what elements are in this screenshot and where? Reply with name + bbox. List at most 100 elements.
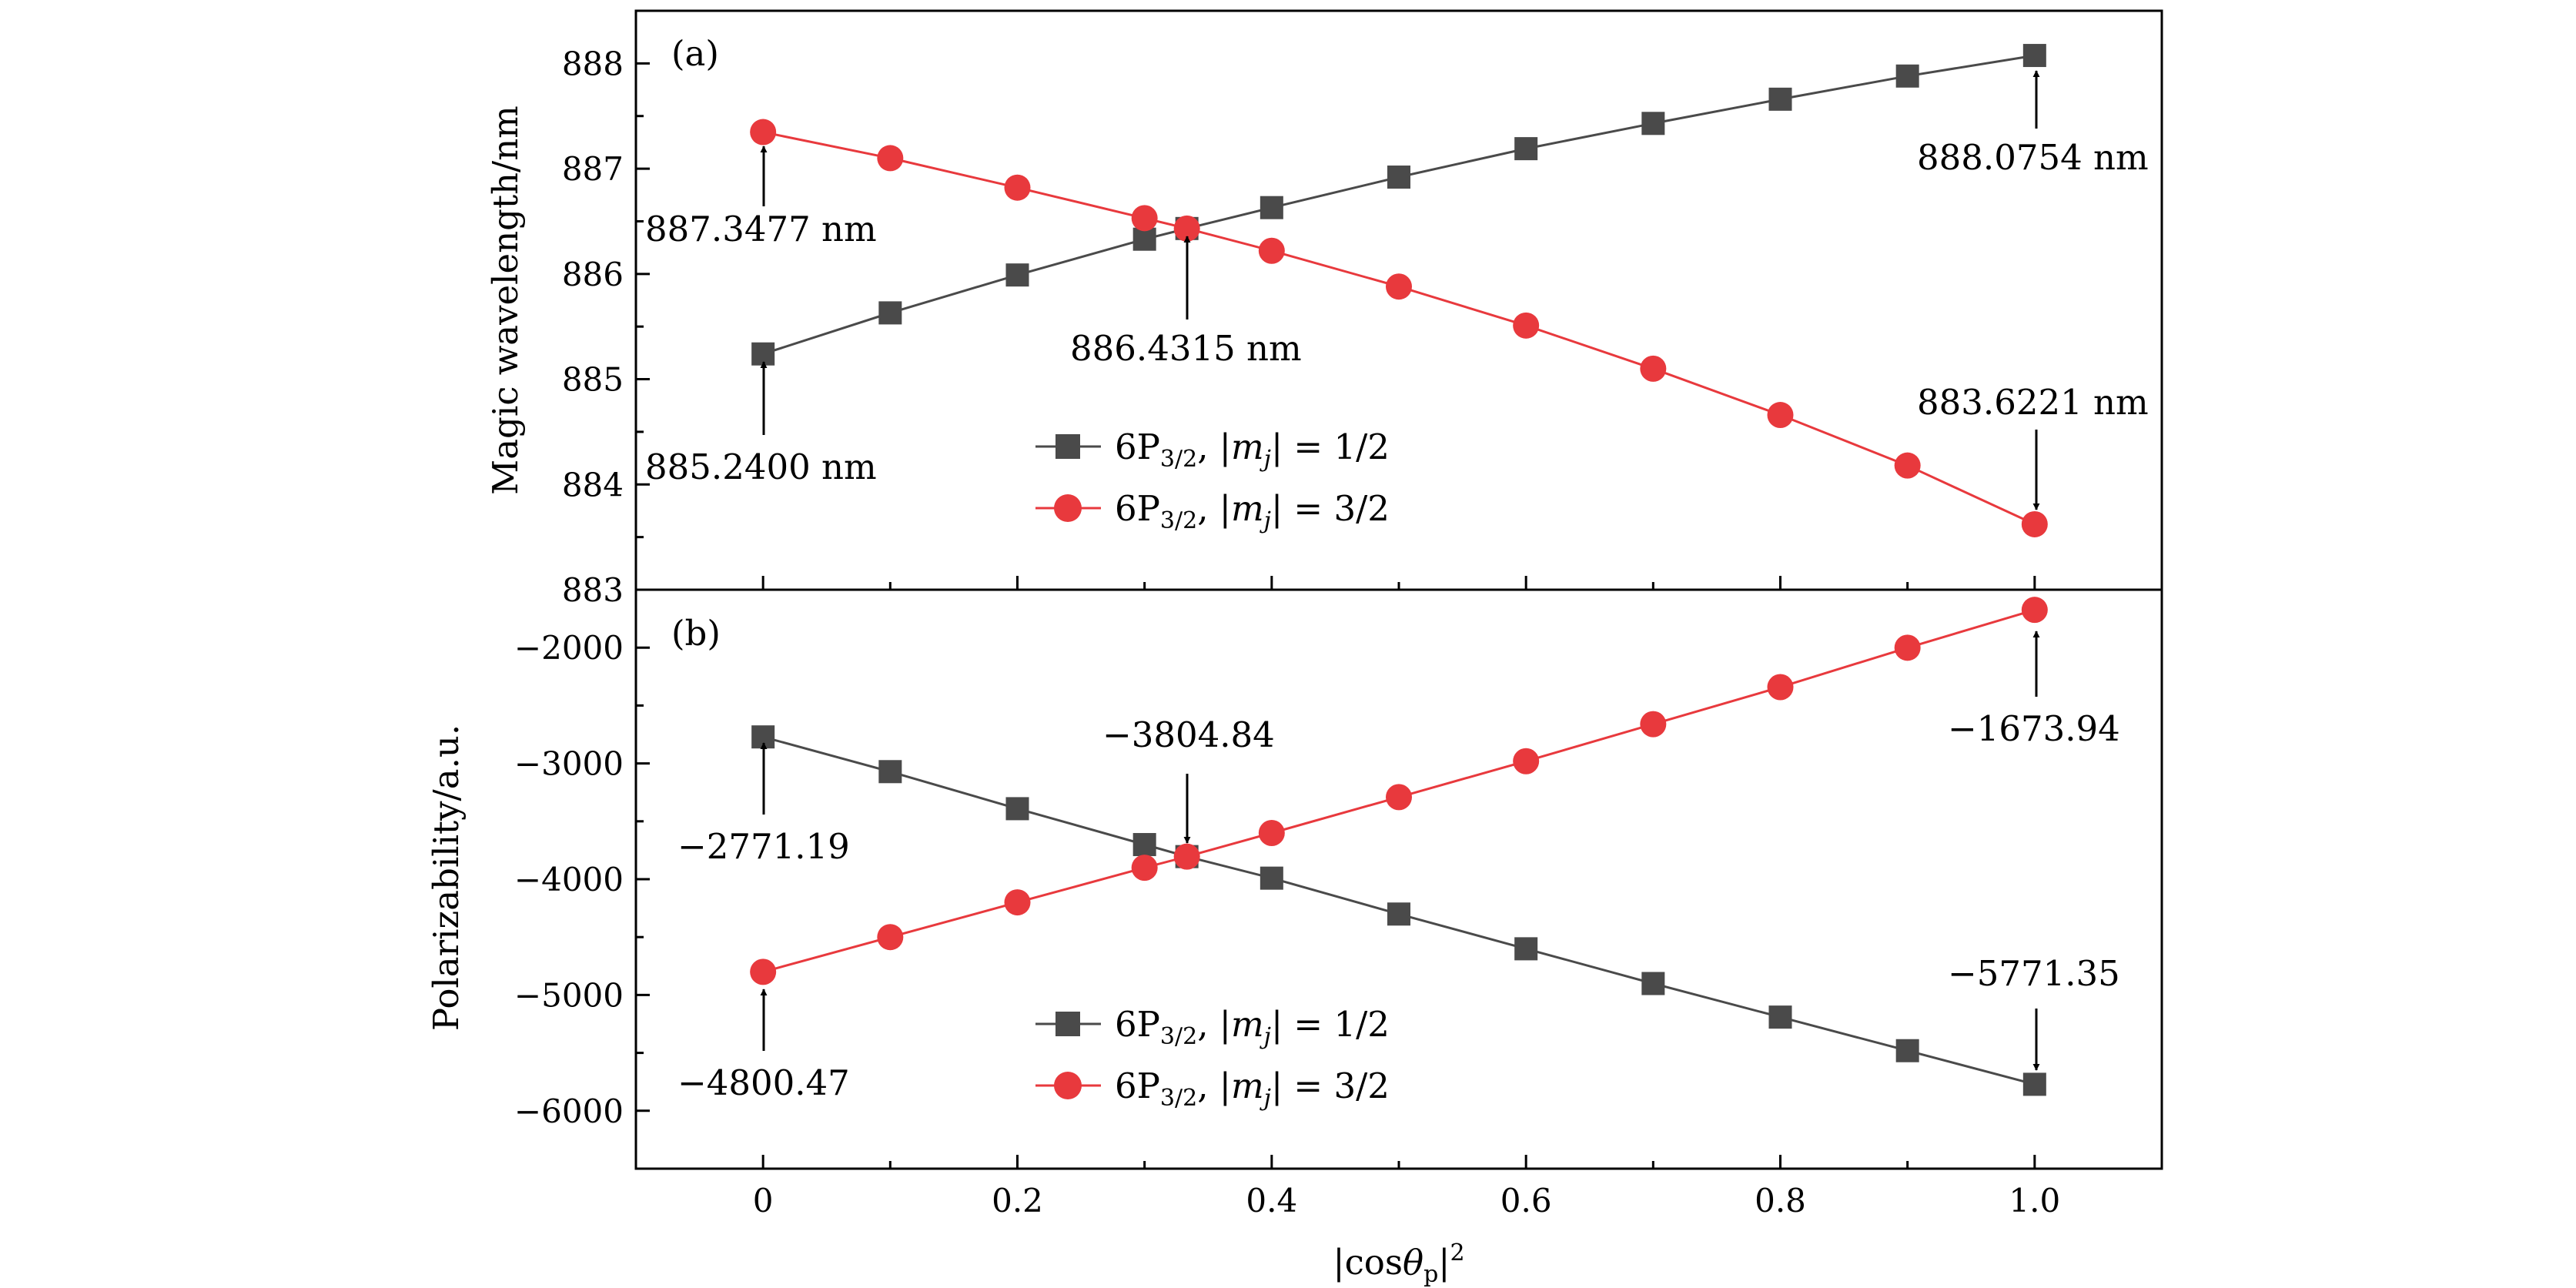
data-point-circle [1767, 674, 1794, 701]
data-point-square [1768, 1005, 1792, 1029]
annotation-886-4315: 886.4315 nm [1070, 328, 1302, 369]
y-tick-label: 884 [562, 466, 624, 503]
data-point-circle [2021, 597, 2048, 624]
data-point-circle [1513, 748, 1540, 774]
data-point-square [1641, 972, 1665, 995]
data-point-circle [1640, 711, 1667, 738]
panel-a-y-ticks: 883 884 885 886 887 888 [562, 45, 650, 609]
annotation-887-3477: 887.3477 nm [645, 209, 877, 249]
data-point-circle [1767, 402, 1794, 429]
data-point-circle [1173, 215, 1200, 242]
panel-b-frame [634, 588, 2163, 1170]
annotation-888-0754: 888.0754 nm [1917, 137, 2149, 178]
panel-b-label: (b) [671, 613, 721, 654]
data-point-square [1005, 797, 1029, 821]
series-line-2 [762, 131, 2036, 526]
panel-b-x-ticks: 0 0.2 0.4 0.6 0.8 1.0 [753, 1155, 2060, 1219]
y-tick-label: 887 [562, 150, 624, 188]
data-point-circle [1386, 784, 1412, 811]
series-line-2 [762, 608, 2036, 973]
data-point-square [1260, 866, 1283, 890]
panel-a-legend: 6P3/2, |mj| = 1/2 6P3/2, |mj| = 3/2 [1035, 427, 1390, 534]
data-point-square [878, 301, 902, 325]
panel-b-legend: 6P3/2, |mj| = 1/2 6P3/2, |mj| = 3/2 [1035, 1004, 1390, 1112]
y-tick-label: 886 [562, 256, 624, 293]
data-point-circle [1640, 355, 1667, 382]
legend-b-marker-circle [1054, 1072, 1082, 1099]
data-point-circle [877, 924, 904, 951]
y-tick-label: −6000 [514, 1092, 624, 1130]
annotation-2771-19: −2771.19 [677, 826, 850, 867]
data-point-circle [1894, 634, 1921, 661]
data-point-circle [1173, 843, 1200, 870]
y-tick-label: −5000 [514, 976, 624, 1014]
y-tick-label: 888 [562, 45, 624, 82]
panel-a: (a) Magic wavelength/nm 8838848858868878… [485, 9, 2163, 609]
y-tick-label: −2000 [514, 629, 624, 667]
y-tick-label: −4000 [514, 861, 624, 898]
data-point-circle [2021, 510, 2048, 537]
x-tick-label: 0.2 [992, 1182, 1043, 1219]
data-point-circle [750, 119, 777, 146]
annotation-885-2400: 885.2400 nm [645, 447, 877, 487]
x-tick-label: 0 [753, 1182, 774, 1219]
data-point-circle [750, 958, 777, 985]
x-tick-label: 0.6 [1500, 1182, 1552, 1219]
legend-b-label-2: 6P3/2, |mj| = 3/2 [1115, 1066, 1390, 1112]
x-axis-title: |cosθp|2 [1333, 1239, 1464, 1288]
annotation-883-6221: 883.6221 nm [1917, 382, 2149, 423]
series-line-1 [762, 735, 2036, 1086]
data-point-square [2022, 1072, 2046, 1096]
data-point-square [1387, 166, 1410, 189]
panel-a-x-ticks [761, 576, 2036, 590]
y-tick-label: 883 [562, 571, 624, 609]
data-point-circle [1258, 819, 1285, 846]
legend-a-marker-square [1055, 434, 1080, 459]
legend-a-marker-circle [1054, 494, 1082, 522]
data-point-circle [1131, 855, 1158, 882]
data-point-square [878, 760, 902, 784]
annotation-5771-35: −5771.35 [1948, 953, 2120, 994]
panel-b-y-ticks: −6000 −5000 −4000 −3000 −2000 [514, 629, 650, 1130]
panel-a-annotations: 887.3477 nm 885.2400 nm 886.4315 nm 888.… [645, 70, 2149, 510]
legend-a-label-2: 6P3/2, |mj| = 3/2 [1115, 488, 1390, 534]
annotation-1673-94: −1673.94 [1948, 708, 2120, 749]
y-tick-label: −3000 [514, 745, 624, 783]
data-point-square [1514, 137, 1538, 161]
data-point-square [2022, 44, 2046, 68]
data-point-square [1260, 196, 1283, 219]
data-point-square [1387, 902, 1410, 926]
annotation-3804-84: −3804.84 [1102, 714, 1275, 755]
panel-a-label: (a) [671, 33, 719, 74]
data-point-circle [1004, 889, 1031, 916]
data-point-square [1132, 833, 1156, 857]
y-tick-label: 885 [562, 361, 624, 399]
legend-b-label-1: 6P3/2, |mj| = 1/2 [1115, 1004, 1390, 1050]
data-point-square [1132, 227, 1156, 251]
panel-b-annotations: −2771.19 −4800.47 −3804.84 −1673.94 −577… [677, 631, 2120, 1103]
legend-b-marker-square [1055, 1012, 1080, 1036]
data-point-square [1005, 263, 1029, 287]
legend-a-label-1: 6P3/2, |mj| = 1/2 [1115, 427, 1390, 473]
data-point-circle [1513, 312, 1540, 339]
data-point-square [1895, 1039, 1919, 1062]
annotation-4800-47: −4800.47 [677, 1062, 850, 1103]
data-point-circle [1894, 452, 1921, 479]
data-point-square [1514, 937, 1538, 961]
series-line-1 [762, 54, 2036, 356]
data-point-circle [1386, 273, 1412, 300]
panel-b: (b) Polarizability/a.u. −6000−5000−4000−… [426, 588, 2163, 1219]
panel-a-y-axis-title: Magic wavelength/nm [485, 105, 526, 495]
x-tick-label: 1.0 [2009, 1182, 2060, 1219]
data-point-circle [1131, 205, 1158, 232]
data-point-square [1641, 112, 1665, 135]
x-tick-label: 0.4 [1246, 1182, 1297, 1219]
data-point-square [1895, 64, 1919, 88]
panel-b-series [750, 597, 2048, 1096]
data-point-circle [1004, 174, 1031, 201]
x-tick-label: 0.8 [1755, 1182, 1806, 1219]
data-point-circle [877, 145, 904, 172]
panel-a-series [750, 44, 2048, 537]
panel-a-frame [634, 9, 2163, 591]
